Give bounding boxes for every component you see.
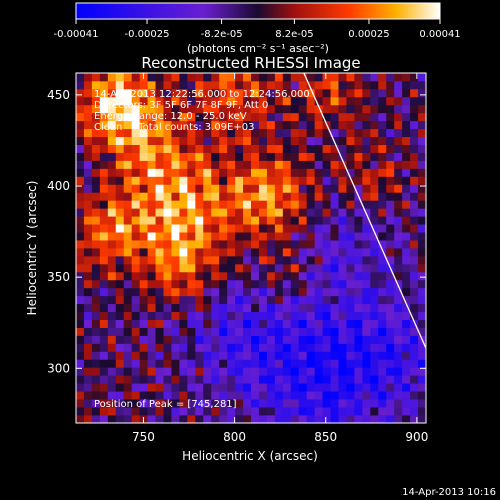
y-axis-label: Heliocentric Y (arcsec) <box>25 181 39 316</box>
x-tick-label: 800 <box>223 430 246 444</box>
heatmap <box>76 73 426 423</box>
plot-title: Reconstructed RHESSI Image <box>141 54 360 72</box>
colorbar <box>75 2 441 20</box>
info-block: 14-Apr-2013 12:22:56.000 to 12:24:56.000… <box>94 89 310 133</box>
y-tick-label: 450 <box>47 88 70 102</box>
x-tick-label: 850 <box>314 430 337 444</box>
peak-position-label: Position of Peak = [745,281] <box>94 399 237 410</box>
x-axis-label: Heliocentric X (arcsec) <box>182 449 318 463</box>
info-clean-counts: Clean Total counts: 3.09E+03 <box>94 122 254 133</box>
plot-frame <box>75 72 427 424</box>
colorbar-tick-label: -8.2e-05 <box>201 29 243 40</box>
colorbar-tick-label: -0.00041 <box>54 29 99 40</box>
colorbar-tick-label: 8.2e-05 <box>275 29 313 40</box>
y-tick-label: 350 <box>47 270 70 284</box>
footer-timestamp: 14-Apr-2013 10:16 <box>402 487 496 498</box>
x-tick-label: 900 <box>405 430 428 444</box>
y-tick-label: 300 <box>47 361 70 375</box>
colorbar-tick-label: 0.00041 <box>419 29 460 40</box>
colorbar-tick-label: 0.00025 <box>348 29 389 40</box>
colorbar-ticks: -0.00041 -0.00025 -8.2e-05 8.2e-05 0.00025 0.… <box>54 19 461 40</box>
info-energy-range: Energy Range: 12.0 - 25.0 keV <box>94 111 247 122</box>
info-detectors: Detectors: 3F 5F 6F 7F 8F 9F, Att 0 <box>94 100 268 111</box>
solar-limb-line <box>303 73 426 349</box>
axis-ticks: 750 800 850 900 300 350 400 450 <box>47 73 428 444</box>
x-tick-label: 750 <box>132 430 155 444</box>
info-time-range: 14-Apr-2013 12:22:56.000 to 12:24:56.000 <box>94 89 310 100</box>
y-tick-label: 400 <box>47 179 70 193</box>
colorbar-tick-label: -0.00025 <box>125 29 170 40</box>
colorbar-unit-label: (photons cm⁻² s⁻¹ asec⁻²) <box>187 42 329 55</box>
